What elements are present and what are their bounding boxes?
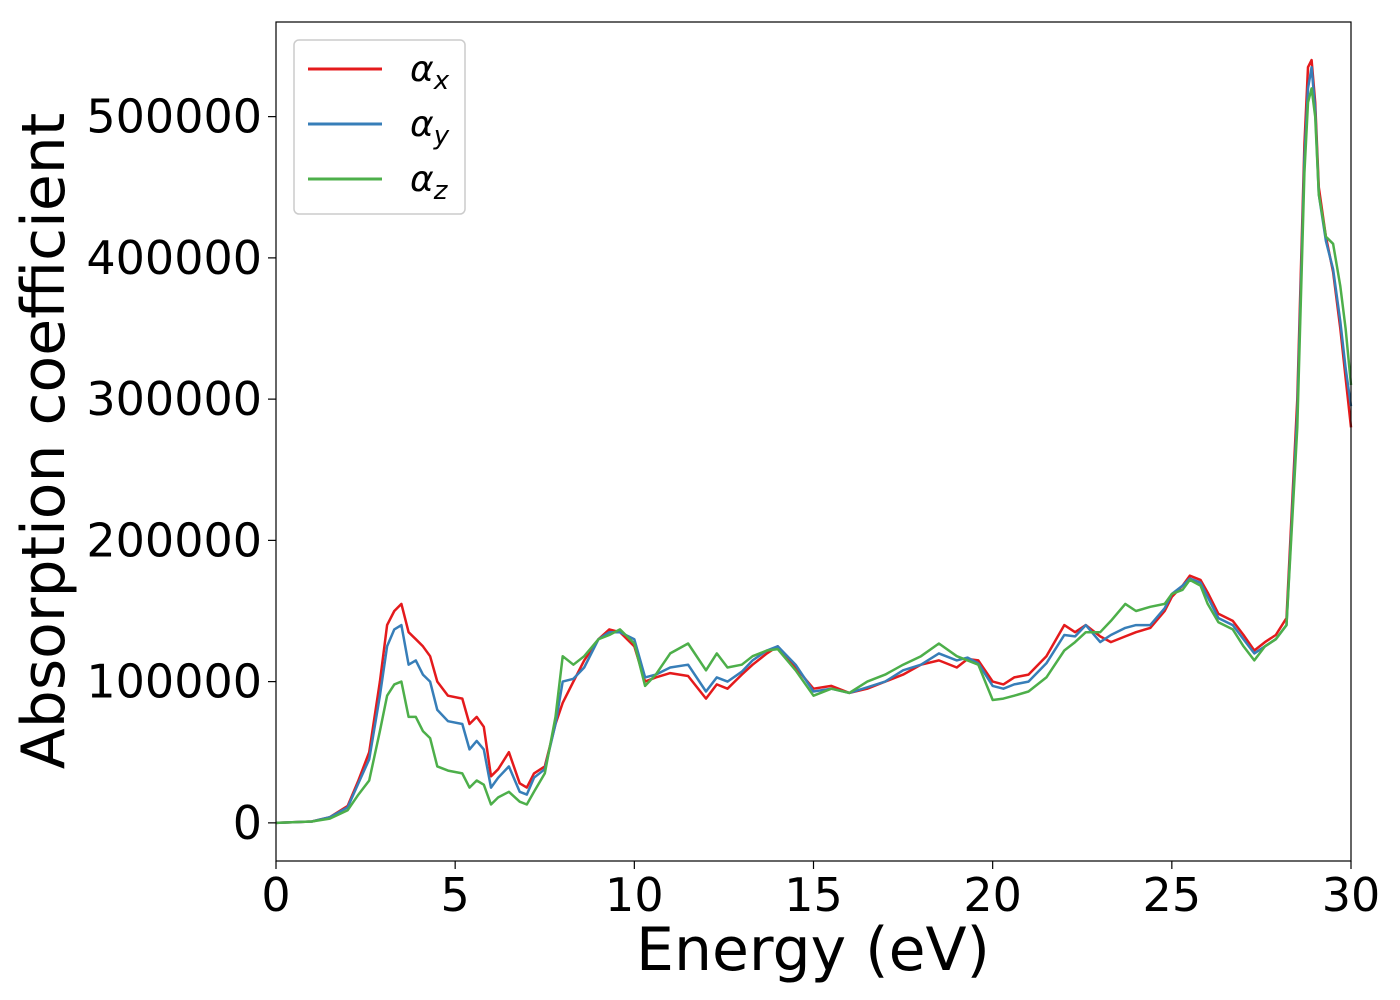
legend-label-subscript: x [433, 66, 450, 96]
series-line-z [275, 87, 1353, 825]
legend-frame [293, 39, 466, 215]
x-tick-label: 10 [605, 868, 664, 922]
legend-label-subscript: y [433, 121, 450, 151]
x-tick-label: 30 [1322, 868, 1381, 922]
y-tick-label: 0 [233, 796, 262, 850]
series-line-y [275, 65, 1353, 825]
x-tick-label: 0 [261, 868, 290, 922]
legend-label-base: α [410, 49, 434, 90]
x-tick-label: 5 [441, 868, 470, 922]
y-axis: 0 100000 200000 300000 400000 500000 [86, 90, 276, 850]
y-tick-label: 400000 [86, 231, 262, 285]
legend-label-x: αx [410, 49, 450, 96]
x-axis-label: Energy (eV) [636, 915, 990, 985]
x-tick-label: 15 [784, 868, 843, 922]
y-tick-label: 200000 [86, 513, 262, 567]
x-tick-label: 20 [963, 868, 1022, 922]
x-tick-label: 25 [1143, 868, 1202, 922]
y-tick-label: 500000 [86, 90, 262, 144]
legend-label-y: αy [410, 104, 450, 151]
legend-label-base: α [410, 159, 434, 200]
x-axis: 0 5 10 15 20 25 30 [261, 861, 1380, 922]
y-tick-label: 300000 [86, 372, 262, 426]
series-layer [275, 58, 1353, 825]
legend-label-subscript: z [433, 176, 449, 206]
legend-label-base: α [410, 104, 434, 145]
series-line-x [275, 58, 1353, 825]
y-tick-label: 100000 [86, 655, 262, 709]
y-axis-label: Absorption coefficient [9, 113, 79, 770]
legend-label-z: αz [410, 159, 449, 206]
